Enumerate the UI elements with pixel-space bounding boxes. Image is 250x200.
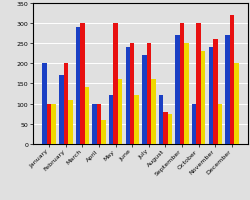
Bar xyxy=(125,48,130,144)
Bar xyxy=(113,24,117,144)
Bar xyxy=(68,100,72,144)
Bar xyxy=(92,104,96,144)
Bar xyxy=(167,114,172,144)
Bar xyxy=(59,76,63,144)
Bar xyxy=(134,96,138,144)
Bar xyxy=(108,96,113,144)
Bar xyxy=(42,64,47,144)
Bar xyxy=(175,36,179,144)
Bar xyxy=(101,120,105,144)
Bar xyxy=(130,44,134,144)
Bar xyxy=(212,40,217,144)
Bar xyxy=(179,24,184,144)
Bar xyxy=(200,52,205,144)
Bar xyxy=(84,88,89,144)
Bar xyxy=(184,44,188,144)
Bar xyxy=(191,104,196,144)
Bar xyxy=(63,64,68,144)
Bar xyxy=(162,112,167,144)
Bar xyxy=(229,16,233,144)
Bar xyxy=(142,56,146,144)
Bar xyxy=(224,36,229,144)
Bar xyxy=(146,44,150,144)
Bar xyxy=(47,104,51,144)
Bar xyxy=(51,104,56,144)
Bar xyxy=(217,104,221,144)
Bar xyxy=(150,80,155,144)
Bar xyxy=(118,80,122,144)
Bar xyxy=(196,24,200,144)
Bar xyxy=(208,48,212,144)
Bar xyxy=(158,96,162,144)
Bar xyxy=(80,24,84,144)
Bar xyxy=(75,28,80,144)
Bar xyxy=(96,104,101,144)
Bar xyxy=(233,64,238,144)
